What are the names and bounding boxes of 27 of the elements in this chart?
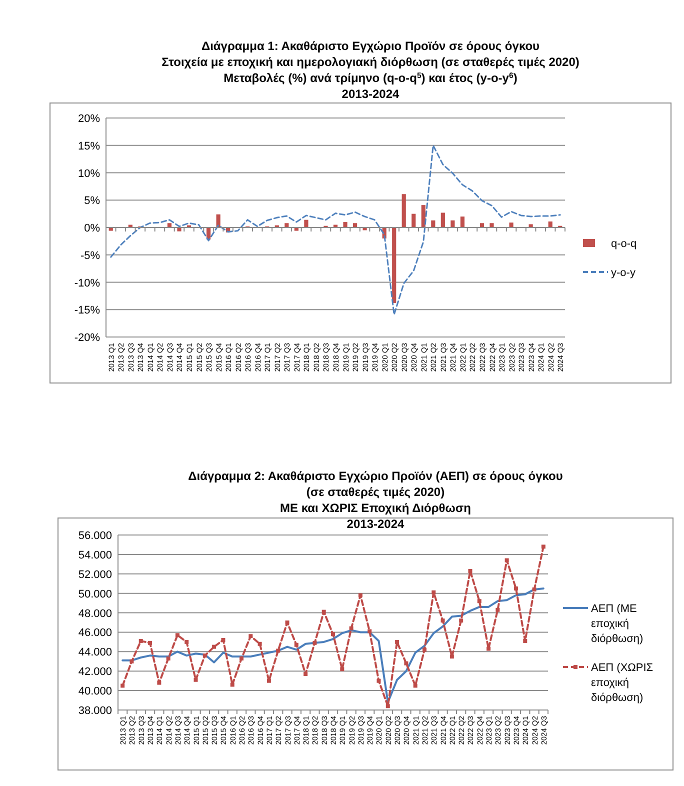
y-tick-label: 15% <box>78 140 100 152</box>
legend-label: ΑΕΠ (ΜΕ εποχική διόρθωση) <box>591 603 644 645</box>
y-tick-label: 5% <box>84 195 100 208</box>
y-tick-label: 48.000 <box>78 608 112 620</box>
chart-subtitle: (σε σταθερές τιμές 2020) ΜΕ και ΧΩΡΙΣ Εποχική Διόρθωση 2013-2024 <box>280 485 471 531</box>
y-tick-label: 20% <box>78 113 100 125</box>
chart-title: Διάγραμμα 2: Ακαθάριστο Εγχώριο Προϊόν (ΑΕΠ) σε όρους όγκου <box>188 469 563 483</box>
text: Στοιχεία με εποχική και ημερολογιακή διόρθωση (σε σταθερές τιμές 2020) Μεταβολές (%) ανά τρίμηνο (q-o-q$^{5}$) και έτος (y-o-y$^{6}$) 2013-2024 <box>162 55 580 101</box>
y-tick-label: 54.000 <box>78 549 112 562</box>
legend-label: y-o-y <box>611 267 636 279</box>
y-tick-label: 46.000 <box>78 627 112 640</box>
y-tick-label: -5% <box>80 250 100 262</box>
y-tick-label: -15% <box>74 304 100 317</box>
y-tick-label: 50.000 <box>78 588 112 600</box>
chart-title: Διάγραμμα 1: Ακαθάριστο Εγχώριο Προϊόν σε όρους όγκου <box>201 39 540 53</box>
y-tick-label: 52.000 <box>78 568 112 581</box>
y-tick-label: 44.000 <box>78 646 112 659</box>
y-tick-label: 56.000 <box>78 530 112 542</box>
y-tick-label: 42.000 <box>78 666 112 678</box>
legend-label: ΑΕΠ (ΧΩΡΙΣ εποχική διόρθωση) <box>591 662 654 704</box>
legend-label: q-o-q <box>611 238 637 250</box>
y-tick-label: 10% <box>78 168 100 180</box>
y-tick-label: 0% <box>84 222 100 234</box>
y-tick-label: 40.000 <box>78 686 112 698</box>
y-tick-label: -10% <box>74 277 100 290</box>
y-tick-label: 38.000 <box>78 705 112 717</box>
y-tick-label: -20% <box>74 332 100 344</box>
